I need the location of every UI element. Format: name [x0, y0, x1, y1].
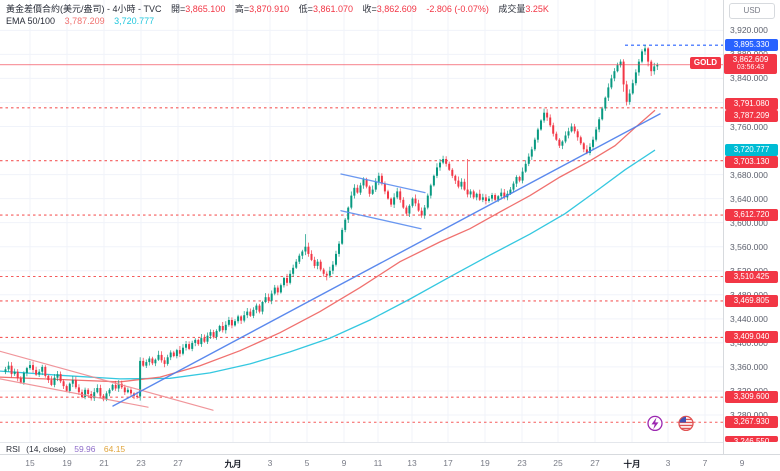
- ema50-line: [0, 109, 656, 383]
- rsi-value: 59.96: [74, 444, 96, 454]
- volume-value: 3.25K: [525, 4, 549, 14]
- change-value: -2.806 (-0.07%): [426, 4, 489, 14]
- close-label: 收=: [362, 4, 377, 14]
- symbol-legend-row: 黃金差價合約(美元/盎司) - 4小時 - TVC 開=3,865.100 高=…: [6, 3, 549, 15]
- price-level-badge: 3,246.550: [725, 436, 778, 442]
- descending-channel-upper-line[interactable]: [0, 350, 214, 411]
- close-value: 3,862.609: [376, 4, 417, 14]
- time-axis-label: 19: [62, 458, 72, 468]
- price-level-badge: 3,409.040: [725, 331, 778, 344]
- ema-indicator-label: EMA 50/100: [6, 16, 56, 26]
- time-axis-label: 7: [702, 458, 708, 468]
- symbol-price-flag: GOLD: [689, 57, 721, 69]
- price-level-badge: 3,612.720: [725, 209, 778, 221]
- time-axis-label: 27: [173, 458, 183, 468]
- price-level-badge: 3,791.080: [725, 97, 778, 110]
- time-axis-label: 3: [267, 458, 273, 468]
- price-tick-label: 3,560.000: [730, 241, 768, 252]
- time-axis-label: 十月: [623, 459, 641, 469]
- ema50-value: 3,787.209: [64, 16, 105, 26]
- current-price-badge: 3,862.609 03:56:43: [724, 54, 777, 74]
- price-tick-label: 3,640.000: [730, 193, 768, 204]
- candlestick-chart-canvas[interactable]: [0, 0, 723, 454]
- us-flag-emoji[interactable]: [678, 415, 694, 432]
- low-value: 3,861.070: [312, 4, 353, 14]
- time-axis-label: 5: [304, 458, 310, 468]
- ema-legend-row: EMA 50/100 3,787.209 3,720.777: [6, 15, 549, 27]
- bar-countdown: 03:56:43: [736, 64, 765, 71]
- volume-label: 成交量: [498, 4, 526, 14]
- price-level-badge: 3,895.330: [725, 39, 778, 52]
- ema100-line: [0, 149, 656, 380]
- price-level-badge: 3,309.600: [725, 391, 778, 404]
- time-axis-label: 11: [373, 458, 383, 468]
- rsi-params: (14, close): [26, 444, 66, 454]
- time-axis-label: 21: [99, 458, 109, 468]
- price-tick-label: 3,360.000: [730, 361, 768, 372]
- time-axis-label: 九月: [224, 459, 242, 469]
- time-axis-label: 3: [665, 458, 671, 468]
- price-tick-label: 3,600.000: [730, 217, 768, 228]
- time-axis-label: 17: [443, 458, 453, 468]
- price-level-badge: 3,787.209: [725, 110, 778, 123]
- chart-legend[interactable]: 黃金差價合約(美元/盎司) - 4小時 - TVC 開=3,865.100 高=…: [6, 3, 549, 27]
- low-label: 低=: [298, 4, 313, 14]
- ema100-value: 3,720.777: [114, 16, 155, 26]
- time-axis-label: 15: [25, 458, 35, 468]
- lightning-emoji[interactable]: [647, 415, 663, 432]
- price-level-badge: 3,720.777: [725, 144, 778, 157]
- price-tick-label: 3,760.000: [730, 121, 768, 132]
- time-axis-label: 23: [136, 458, 146, 468]
- open-value: 3,865.100: [185, 4, 226, 14]
- price-tick-label: 3,480.000: [730, 290, 768, 300]
- open-label: 開=: [171, 4, 186, 14]
- price-level-badge: 3,703.130: [725, 155, 778, 168]
- high-value: 3,870.910: [249, 4, 290, 14]
- price-tick-label: 3,920.000: [730, 25, 768, 36]
- time-axis-label: 25: [553, 458, 563, 468]
- time-axis-label: 9: [739, 458, 745, 468]
- time-axis-label: 19: [480, 458, 490, 468]
- currency-label: USD: [729, 3, 775, 19]
- uptrend-line[interactable]: [112, 113, 661, 407]
- high-label: 高=: [234, 4, 250, 14]
- price-level-badge: 3,469.805: [725, 294, 778, 307]
- descending-channel-lower-line[interactable]: [0, 378, 149, 408]
- bull-flag-lower-line[interactable]: [340, 210, 422, 230]
- price-axis[interactable]: USD 3,920.0003,880.0003,840.0003,800.000…: [723, 0, 780, 454]
- price-tick-label: 3,320.000: [730, 386, 768, 396]
- time-axis-label: 13: [407, 458, 417, 468]
- price-tick-label: 3,280.000: [730, 410, 768, 420]
- price-tick-label: 3,440.000: [730, 313, 768, 324]
- price-tick-label: 3,840.000: [730, 73, 768, 84]
- symbol-title: 黃金差價合約(美元/盎司) - 4小時 - TVC: [6, 4, 162, 14]
- rsi-ma-value: 64.15: [103, 444, 126, 454]
- price-tick-label: 3,680.000: [730, 169, 768, 180]
- rsi-pane-legend[interactable]: RSI (14, close) 59.96 64.15: [0, 442, 780, 454]
- rsi-label: RSI: [6, 444, 21, 454]
- candles-group: [4, 45, 659, 402]
- current-price-value: 3,862.609: [732, 55, 769, 64]
- bull-flag-upper-line[interactable]: [340, 173, 426, 194]
- time-axis-label: 27: [590, 458, 600, 468]
- price-level-badge: 3,510.425: [725, 270, 778, 283]
- time-axis-label: 23: [517, 458, 527, 468]
- time-axis-label: 9: [341, 458, 347, 468]
- time-axis[interactable]: 15 19 21 23 27 九月 3 5 9 11 13 17 19 23 25 27 十月 3 7 9: [0, 454, 780, 471]
- price-level-badge: 3,267.930: [725, 416, 778, 429]
